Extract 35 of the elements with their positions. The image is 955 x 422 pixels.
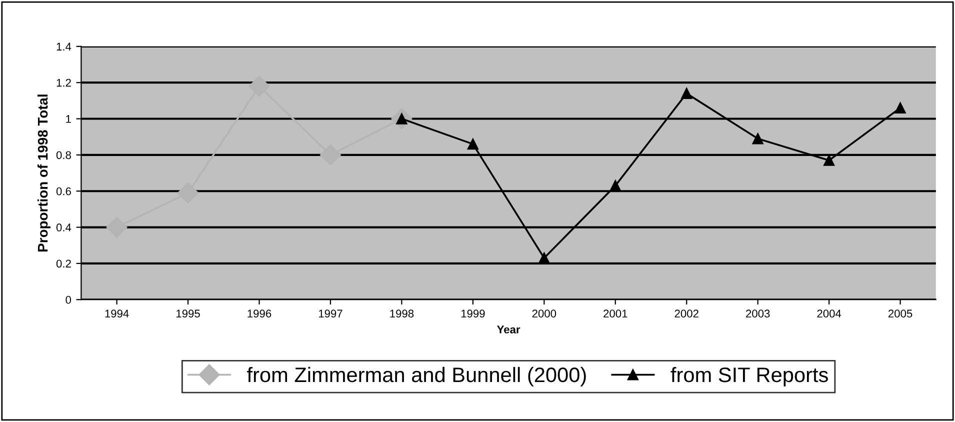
y-tick-label: 0.6 — [56, 187, 71, 196]
y-axis-title: Proportion of 1998 Total — [38, 94, 50, 252]
x-tick-label: 2003 — [746, 310, 770, 318]
point — [320, 144, 341, 166]
x-tick-label: 2000 — [532, 310, 556, 318]
x-tick-label: 1998 — [390, 310, 414, 318]
point — [248, 76, 270, 97]
x-tick-label: 1997 — [318, 310, 342, 318]
y-tick-label: 0 — [66, 296, 72, 304]
y-tick-label: 0.8 — [56, 151, 71, 160]
x-tick-label: 2005 — [888, 310, 912, 318]
x-tick-label: 1999 — [461, 310, 485, 318]
y-tick-label: 1.4 — [56, 42, 72, 50]
x-tick-label: 1995 — [176, 310, 200, 318]
point — [681, 88, 692, 99]
point — [106, 216, 128, 238]
point — [824, 154, 835, 166]
x-tick-label: 2004 — [817, 310, 842, 318]
x-tick-label: 2001 — [604, 310, 628, 318]
point — [894, 102, 906, 114]
point — [752, 133, 764, 144]
x-tick-label: 1994 — [105, 310, 129, 318]
point — [538, 252, 550, 264]
y-tick-label: 0.4 — [56, 224, 72, 232]
y-tick-label: 1 — [66, 115, 71, 123]
point — [610, 180, 621, 192]
x-axis-title: Year — [496, 326, 520, 334]
point — [178, 182, 199, 204]
y-tick-label: 1.2 — [56, 78, 71, 87]
x-tick-label: 2002 — [674, 310, 698, 318]
legend-label: from SIT Reports — [670, 366, 828, 386]
y-tick-label: 0.2 — [56, 260, 71, 268]
legend-label: from Zimmerman and Bunnell (2000) — [247, 366, 586, 386]
x-tick-label: 1996 — [248, 310, 272, 318]
point — [467, 138, 478, 150]
